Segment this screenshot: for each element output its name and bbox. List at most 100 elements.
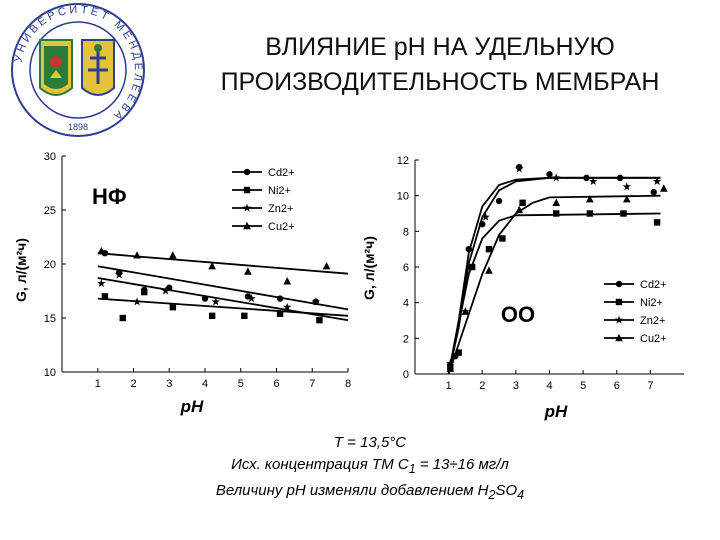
chart-oo-legend-marker	[615, 280, 623, 288]
chart-oo-point-circle	[465, 245, 472, 253]
logo-shield-right	[81, 39, 115, 96]
chart-nf-x-tick-label: 8	[345, 378, 351, 390]
chart-oo-point-circle	[650, 188, 657, 196]
chart-oo-legend-marker	[615, 333, 623, 342]
chart-oo-point-star	[622, 182, 632, 191]
chart-oo-legend-marker	[615, 298, 623, 306]
page-title: ВЛИЯНИЕ pH НА УДЕЛЬНУЮ ПРОИЗВОДИТЕЛЬНОСТ…	[160, 30, 720, 100]
chart-oo-point-square	[620, 210, 627, 217]
chart-oo-point-square	[653, 219, 661, 226]
chart-oo-point-square	[455, 349, 462, 356]
chart-oo-point-star	[446, 358, 455, 367]
chart-nf-point-circle	[166, 284, 173, 291]
chart-oo-legend-marker	[614, 315, 624, 324]
chart-oo-point-star	[552, 173, 561, 182]
chart-oo-y-tick-label: 8	[403, 226, 409, 238]
chart-nf-point-triangle	[133, 251, 141, 259]
chart-oo-xlabel: pH	[544, 402, 568, 421]
chart-oo-fit-circle	[447, 176, 661, 375]
chart-oo-y-tick-label: 0	[403, 369, 409, 381]
chart-nf-point-square	[141, 288, 148, 296]
chart-nf-point-star	[311, 297, 321, 306]
chart-nf-point-star	[283, 302, 292, 311]
chart-oo-point-triangle	[461, 307, 470, 315]
chart-oo-point-square	[499, 235, 506, 242]
university-logo: УНИВЕРСИТЕТ МЕНДЕЛЕЕВА 1898	[11, 3, 145, 137]
chart-nf-x-tick-label: 6	[273, 378, 279, 390]
chart-oo-x-tick-label: 5	[580, 380, 586, 392]
chart-nf-y-tick-label: 20	[44, 259, 56, 271]
ph-adjust-line: Величину pH изменяли добавлением H2SO4	[215, 482, 525, 502]
chart-nf-legend-label: Cd2+	[268, 167, 295, 179]
chart-oo-point-circle	[616, 174, 624, 182]
chart-oo-y-tick-label: 4	[403, 298, 409, 310]
chart-oo-point-triangle	[622, 195, 631, 203]
chart-nf-point-square	[101, 293, 109, 300]
chart-nf-point-triangle	[168, 251, 177, 259]
chart-oo-point-square	[485, 245, 493, 253]
chart-oo-point-triangle	[552, 198, 561, 206]
logo-outer-ring	[11, 3, 145, 137]
chart-nf-point-star	[247, 294, 256, 303]
chart-nf-point-star	[132, 297, 142, 306]
chart-nf-point-triangle	[97, 246, 106, 255]
chart-nf-point-triangle	[208, 262, 216, 270]
chart-nf-legend-label: Cu2+	[268, 221, 295, 233]
chart-oo-y-tick-label: 2	[403, 333, 409, 345]
chart-oo-point-star	[481, 212, 490, 221]
chart-oo-point-triangle	[485, 266, 493, 274]
chart-nf-y-tick-label: 25	[44, 205, 56, 217]
chart-oo-point-circle	[479, 221, 486, 228]
chart-nf-x-tick-label: 2	[130, 378, 136, 390]
chart-nf-x-tick-label: 4	[202, 378, 208, 390]
chart-nf-ylabel: G, л/(м²ч)	[13, 238, 29, 302]
chart-oo-point-triangle	[659, 184, 668, 192]
chart-oo-point-circle	[583, 174, 590, 182]
chart-nf-legend-marker	[243, 221, 251, 230]
chart-oo-point-square	[519, 199, 526, 206]
chart-nf-fit-star	[97, 277, 349, 322]
chart-oo-x-tick-label: 6	[614, 380, 620, 392]
chart-nf-xlabel: pH	[180, 397, 204, 416]
chart-nf-point-square	[119, 314, 126, 322]
logo-year: 1898	[68, 122, 88, 132]
chart-nf-legend-label: Ni2+	[268, 185, 291, 197]
chart-oo-legend-label: Cu2+	[640, 333, 667, 345]
chart-nf-point-triangle	[322, 262, 331, 270]
chart-nf-point-star	[114, 270, 124, 279]
concentration-line: Исх. концентрация ТМ С1 = 13÷16 мг/л	[231, 456, 509, 476]
temperature-line: T = 13,5°C	[333, 434, 407, 451]
chart-oo-x-tick-label: 1	[446, 380, 452, 392]
chart-nf-point-circle	[201, 295, 209, 302]
chart-nf-point-square	[208, 312, 216, 320]
chart-nf-y-tick-label: 15	[44, 313, 56, 325]
chart-oo-point-star	[515, 164, 524, 173]
chart-oo-annotation: ОО	[501, 302, 535, 327]
chart-oo-point-star	[652, 176, 662, 185]
chart-nf-point-circle	[276, 295, 284, 302]
chart-oo-x-tick-label: 3	[513, 380, 519, 392]
chart-oo-point-square	[586, 210, 594, 217]
chart-nf-point-star	[161, 286, 170, 295]
chart-oo-point-triangle	[586, 195, 594, 203]
title-line-2: ПРОИЗВОДИТЕЛЬНОСТЬ МЕМБРАН	[220, 68, 660, 96]
logo-shield-left	[39, 39, 73, 96]
chart-nf-x-tick-label: 5	[238, 378, 244, 390]
chart-oo-legend-label: Cd2+	[640, 279, 667, 291]
chart-oo-y-tick-label: 12	[397, 155, 409, 167]
chart-nf-legend-label: Zn2+	[268, 203, 293, 215]
chart-oo-point-circle	[546, 171, 553, 178]
chart-oo-point-circle	[495, 197, 503, 205]
chart-nf-point-triangle	[283, 277, 292, 285]
chart-oo-x-tick-label: 2	[479, 380, 485, 392]
chart-nf-y-tick-label: 30	[44, 151, 56, 163]
chart-nf-point-star	[97, 279, 106, 288]
chart-nf-point-square	[169, 304, 177, 311]
chart-nf-x-tick-label: 3	[166, 378, 172, 390]
chart-oo-point-triangle	[515, 205, 524, 214]
chart-oo-legend-label: Zn2+	[640, 315, 665, 327]
chart-oo-y-tick-label: 6	[403, 262, 409, 274]
conditions-note: T = 13,5°C Исх. концентрация ТМ С1 = 13÷…	[170, 432, 570, 506]
